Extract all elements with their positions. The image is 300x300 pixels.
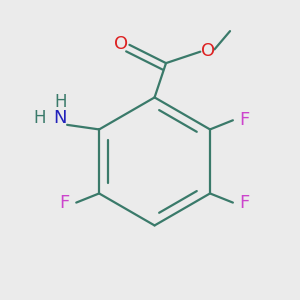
Text: F: F (239, 194, 249, 211)
Text: F: F (239, 111, 249, 129)
Text: N: N (53, 109, 67, 127)
Text: O: O (114, 35, 128, 53)
Text: H: H (33, 109, 46, 127)
Text: O: O (201, 41, 215, 59)
Text: F: F (60, 194, 70, 211)
Text: H: H (54, 93, 67, 111)
